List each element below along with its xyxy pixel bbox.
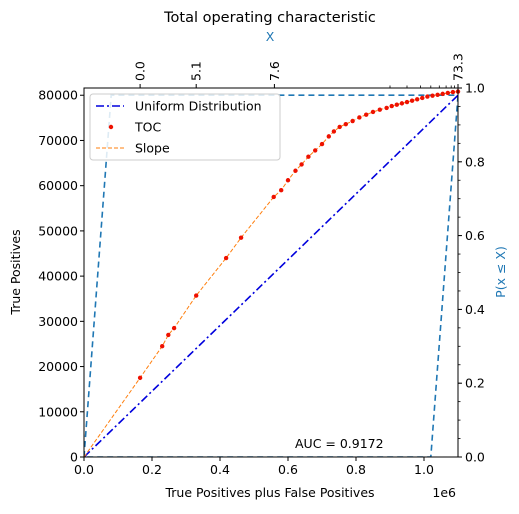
x-tick-label: 0.8: [346, 462, 366, 477]
toc-point: [415, 97, 420, 102]
toc-point: [425, 94, 430, 99]
toc-point: [409, 98, 415, 103]
y-axis-label: True Positives: [8, 229, 23, 315]
y-tick-label: 10000: [38, 404, 78, 419]
toc-point: [160, 344, 165, 349]
legend: Uniform Distribution TOC Slope: [89, 93, 281, 161]
toc-point: [445, 90, 450, 96]
x-tick-label: 1.0: [414, 462, 434, 477]
right-tick-label: 0.4: [465, 302, 485, 317]
y-tick-label: 30000: [38, 314, 78, 329]
toc-point: [389, 103, 394, 109]
top-tick-label: 5.1: [189, 61, 204, 81]
toc-point: [435, 92, 440, 97]
x-axis: 0.0 0.2 0.4 0.6 0.8 1.0: [74, 457, 434, 477]
y-tick-label: 80000: [38, 88, 78, 103]
auc-annotation: AUC = 0.9172: [295, 436, 384, 451]
toc-point: [319, 141, 325, 147]
toc-point: [293, 168, 298, 173]
top-x-axis: 0.0 5.1 7.6 73.3: [133, 53, 466, 88]
toc-point: [440, 91, 445, 97]
toc-point: [194, 293, 199, 298]
toc-point: [285, 178, 291, 183]
legend-marker: [108, 124, 114, 130]
x-axis-label: True Positives plus False Positives: [164, 485, 374, 500]
toc-point: [384, 105, 389, 111]
toc-point: [350, 118, 355, 124]
legend-label: Slope: [135, 141, 170, 156]
toc-point: [299, 162, 304, 167]
y-tick-label: 70000: [38, 133, 78, 148]
top-tick-label: 0.0: [133, 61, 148, 81]
toc-point: [370, 109, 376, 115]
toc-point: [331, 129, 337, 134]
toc-point: [306, 154, 311, 159]
right-axis-label: P(x ≤ X): [493, 246, 508, 298]
right-tick-label: 0.2: [465, 376, 485, 391]
y-axis: 0 10000 20000 30000 40000 50000 60000 70000 8000…: [38, 88, 84, 465]
toc-point: [364, 112, 369, 117]
x-tick-label: 0.2: [142, 462, 162, 477]
y-tick-label: 60000: [38, 178, 78, 193]
right-tick-label: 0.6: [465, 228, 485, 243]
y-tick-label: 0: [70, 450, 78, 465]
toc-point: [399, 101, 405, 106]
series-layer: [84, 91, 458, 457]
toc-point: [166, 332, 171, 338]
toc-point: [238, 235, 244, 240]
toc-point: [357, 115, 362, 120]
toc-point: [271, 194, 276, 200]
y-tick-label: 50000: [38, 223, 78, 238]
toc-markers: [137, 89, 461, 381]
x-tick-label: 0.4: [210, 462, 230, 477]
toc-point: [450, 89, 456, 95]
top-axis-label: X: [266, 29, 275, 44]
toc-point: [223, 255, 229, 261]
bounds-line: [84, 94, 458, 457]
top-tick-label: 7.6: [267, 61, 282, 81]
toc-point: [420, 95, 425, 101]
y-tick-label: 20000: [38, 359, 78, 374]
right-tick-label: 1.0: [465, 81, 485, 96]
chart-title: Total operating characteristic: [163, 10, 376, 26]
toc-point: [430, 93, 435, 98]
toc-point: [313, 148, 318, 153]
right-tick-label: 0.8: [465, 154, 485, 169]
toc-point: [337, 124, 342, 130]
toc-point: [326, 134, 331, 139]
y-tick-label: 40000: [38, 269, 78, 284]
legend-label: TOC: [134, 120, 161, 135]
toc-point: [377, 107, 382, 112]
toc-point: [394, 102, 399, 107]
toc-point: [171, 325, 177, 331]
right-y-axis: 0.0 0.2 0.4 0.6 0.8 1.0: [458, 81, 485, 465]
x-tick-label: 0.0: [74, 462, 94, 477]
toc-point: [343, 121, 348, 127]
toc-point: [404, 99, 410, 105]
uniform-distribution-line: [84, 94, 458, 457]
legend-box: [89, 93, 281, 161]
top-tick-label: 73.3: [451, 53, 466, 81]
slope-line: [84, 91, 458, 457]
toc-point: [279, 187, 284, 193]
x-offset-label: 1e6: [432, 485, 456, 500]
x-tick-label: 0.6: [278, 462, 298, 477]
legend-label: Uniform Distribution: [135, 99, 262, 114]
right-tick-label: 0.0: [465, 450, 485, 465]
toc-point: [137, 375, 143, 381]
